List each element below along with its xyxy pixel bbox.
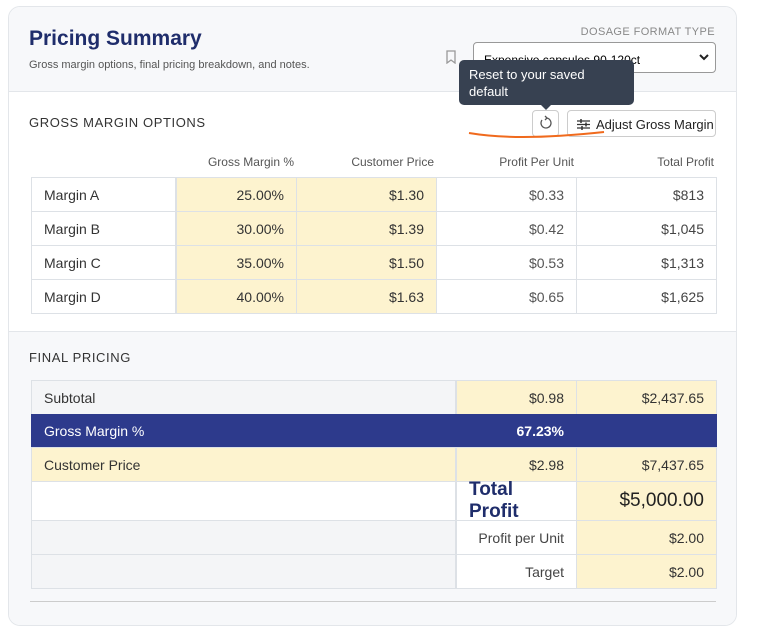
annotation-underline xyxy=(468,131,605,138)
table-cell: 30.00% xyxy=(176,211,297,246)
page: Pricing Summary Gross margin options, fi… xyxy=(8,6,737,626)
table-cell: $813 xyxy=(576,177,717,212)
table-cell: $0.33 xyxy=(436,177,577,212)
table-cell xyxy=(31,520,456,555)
reset-button[interactable] xyxy=(532,110,559,137)
table-cell: $1,313 xyxy=(576,245,717,280)
table-cell: $1.50 xyxy=(296,245,437,280)
row-label: Total Profit xyxy=(456,479,577,522)
table-cell: $7,437.65 xyxy=(576,447,717,482)
divider xyxy=(30,601,716,602)
table-cell: $0.53 xyxy=(436,245,577,280)
table-cell: $1,625 xyxy=(576,279,717,314)
table-cell: 40.00% xyxy=(176,279,297,314)
column-header: Customer Price xyxy=(351,155,434,169)
table-cell: 35.00% xyxy=(176,245,297,280)
table-cell: 67.23% xyxy=(456,414,577,448)
title: Pricing Summary xyxy=(29,27,202,50)
section-title: FINAL PRICING xyxy=(29,350,131,365)
column-header: Gross Margin % xyxy=(207,155,294,169)
table-cell: $2.00 xyxy=(576,520,717,555)
sliders-icon xyxy=(577,119,590,130)
row-label: Profit per Unit xyxy=(456,520,577,555)
row-label: Customer Price xyxy=(31,447,456,482)
reset-icon xyxy=(540,115,552,129)
column-header: Profit Per Unit xyxy=(499,155,574,169)
tooltip: Reset to your saved default xyxy=(459,60,634,105)
table-cell: $0.65 xyxy=(436,279,577,314)
table-cell xyxy=(31,481,456,521)
section-title: GROSS MARGIN OPTIONS xyxy=(29,115,206,130)
row-label: Target xyxy=(456,554,577,589)
row-label: Margin D xyxy=(31,279,176,314)
chevron xyxy=(699,54,709,61)
table-cell: $2,437.65 xyxy=(576,380,717,415)
table-cell: $2.00 xyxy=(576,554,717,589)
table-cell: $1.30 xyxy=(296,177,437,212)
table-cell: $1,045 xyxy=(576,211,717,246)
table-cell: $0.42 xyxy=(436,211,577,246)
table-cell: 25.00% xyxy=(176,177,297,212)
row-label: Gross Margin % xyxy=(31,414,456,448)
adjust-label: Adjust Gross Margin xyxy=(596,117,714,132)
table-cell xyxy=(576,414,717,448)
table-cell: $2.98 xyxy=(456,447,577,482)
row-label: Margin C xyxy=(31,245,176,280)
subtitle: Gross margin options, final pricing brea… xyxy=(29,59,310,71)
adjust-button[interactable]: Adjust Gross Margin xyxy=(567,110,716,137)
select-label: DOSAGE FORMAT TYPE xyxy=(580,26,715,38)
row-label: Subtotal xyxy=(31,380,456,415)
row-label: Margin A xyxy=(31,177,176,212)
bookmark-icon[interactable] xyxy=(445,50,457,64)
table-cell xyxy=(31,554,456,589)
table-cell: $0.98 xyxy=(456,380,577,415)
table-cell: $5,000.00 xyxy=(576,481,717,521)
table-cell: $1.39 xyxy=(296,211,437,246)
tooltip-arrow xyxy=(540,104,552,110)
column-header: Total Profit xyxy=(657,155,714,169)
pricing-card: Pricing Summary Gross margin options, fi… xyxy=(8,6,737,626)
table-cell: $1.63 xyxy=(296,279,437,314)
row-label: Margin B xyxy=(31,211,176,246)
